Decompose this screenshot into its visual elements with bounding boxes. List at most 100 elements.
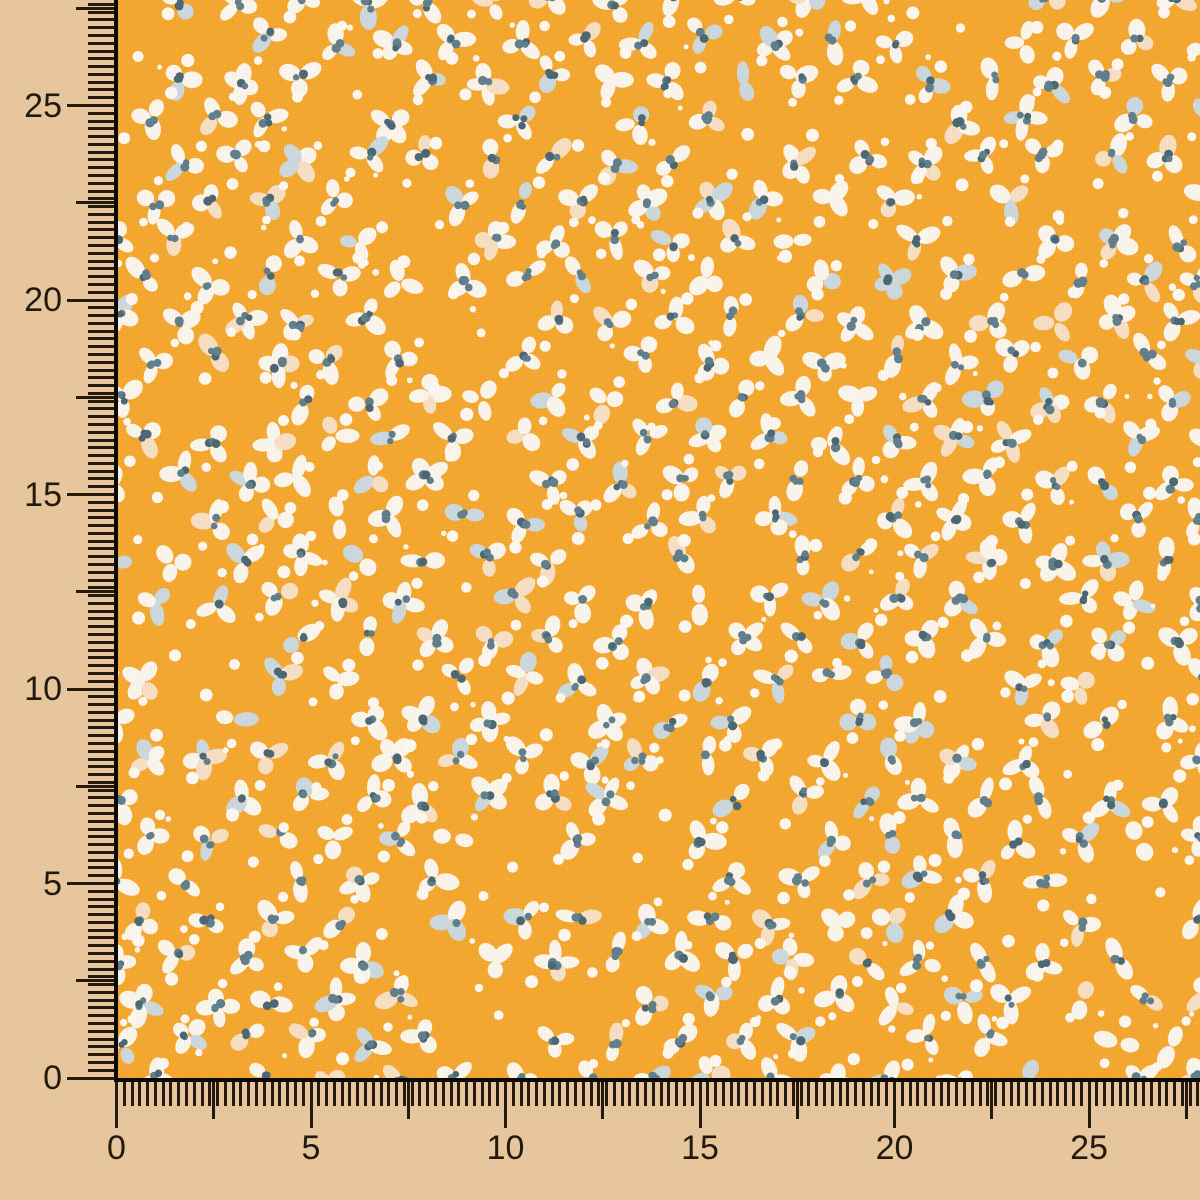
ruler-tick [924, 1082, 928, 1106]
ruler-tick [574, 1082, 578, 1106]
ruler-tick [88, 119, 114, 123]
ruler-tick [1134, 1082, 1138, 1106]
ruler-tick [88, 897, 114, 901]
ruler-tick [1001, 1082, 1005, 1106]
ruler-tick [177, 1082, 181, 1106]
ruler-tick [223, 1082, 227, 1106]
ruler-tick [457, 1082, 461, 1106]
ruler-tick [88, 633, 114, 637]
ruler-tick [88, 158, 114, 162]
ruler-tick [88, 321, 114, 325]
ruler-tick [88, 212, 114, 216]
ruler-tick [1141, 1082, 1145, 1106]
ruler-tick [88, 368, 114, 372]
ruler-tick [88, 57, 114, 61]
ruler-tick [88, 671, 114, 675]
ruler-tick [88, 352, 114, 356]
ruler-tick [88, 944, 114, 948]
ruler-tick [418, 1082, 422, 1106]
ruler-tick [535, 1082, 539, 1106]
ruler-tick [88, 640, 114, 644]
ruler-tick [88, 555, 114, 559]
ruler-tick [88, 563, 114, 567]
ruler-tick [88, 648, 114, 652]
ruler-tick [947, 1082, 951, 1106]
ruler-tick [88, 345, 114, 349]
ruler-tick [88, 1014, 114, 1018]
ruler-tick [830, 1082, 834, 1106]
ruler-tick [822, 1082, 826, 1106]
ruler-tick [88, 843, 114, 847]
ruler-tick [88, 329, 114, 333]
horizontal-ruler-label: 15 [681, 1129, 719, 1167]
ruler-tick [88, 586, 114, 590]
ruler-tick [88, 438, 114, 442]
ruler-tick [566, 1082, 570, 1106]
ruler-tick [293, 1082, 297, 1106]
ruler-tick [667, 1082, 671, 1106]
ruler-tick [88, 267, 114, 271]
ruler-tick [88, 228, 114, 232]
ruler-tick [325, 1082, 329, 1106]
ruler-tick [88, 26, 114, 30]
ruler-tick [67, 493, 114, 496]
ruler-tick [88, 111, 114, 115]
ruler-tick [88, 866, 114, 870]
ruler-tick [88, 601, 114, 605]
ruler-tick [255, 1082, 259, 1106]
ruler-tick [88, 49, 114, 53]
ruler-tick [88, 259, 114, 263]
ruler-tick [1126, 1082, 1130, 1106]
ruler-tick [88, 959, 114, 963]
ruler-tick [88, 275, 114, 279]
ruler-tick [88, 889, 114, 893]
ruler-tick [76, 201, 114, 205]
ruler-tick [88, 244, 114, 248]
ruler-tick [1180, 1082, 1184, 1106]
ruler-tick [885, 1082, 889, 1106]
ruler-tick [1118, 1082, 1122, 1106]
ruler-tick [88, 874, 114, 878]
ruler-tick [88, 485, 114, 489]
ruler-tick [861, 1082, 865, 1106]
ruler-tick [636, 1082, 640, 1106]
ruler-tick [620, 1082, 624, 1106]
ruler-tick [496, 1082, 500, 1106]
ruler-tick [88, 251, 114, 255]
ruler-tick [88, 399, 114, 403]
ruler-tick [706, 1082, 710, 1106]
ruler-tick [67, 298, 114, 302]
ruler-tick [963, 1082, 967, 1106]
ruler-tick [542, 1082, 546, 1106]
ruler-tick [908, 1082, 912, 1106]
ruler-tick [402, 1082, 406, 1106]
ruler-tick [737, 1082, 741, 1106]
ruler-tick [387, 1082, 391, 1106]
ruler-tick [465, 1082, 469, 1106]
horizontal-ruler-label: 20 [875, 1129, 914, 1167]
ruler-tick [88, 967, 114, 971]
ruler-tick [1009, 1082, 1013, 1106]
ruler-tick [67, 882, 114, 885]
ruler-tick [88, 570, 114, 574]
ruler-tick [76, 590, 114, 594]
ruler-tick [88, 811, 114, 815]
ruler-tick [88, 415, 114, 419]
ruler-tick [88, 197, 114, 201]
ruler-tick [1173, 1082, 1177, 1106]
ruler-tick [931, 1082, 935, 1106]
ruler-tick [130, 1082, 134, 1106]
ruler-tick [88, 469, 114, 473]
ruler-tick [88, 928, 114, 932]
ruler-tick [88, 516, 114, 520]
ruler-tick [122, 1082, 126, 1106]
ruler-tick [1184, 1082, 1188, 1119]
ruler-tick [88, 1029, 114, 1033]
ruler-tick [88, 679, 114, 683]
ruler-tick [67, 1076, 114, 1080]
ruler-tick [88, 220, 114, 224]
ruler-tick [67, 104, 114, 107]
ruler-tick [1157, 1082, 1161, 1106]
ruler-tick [88, 360, 114, 364]
ruler-tick [558, 1082, 562, 1106]
